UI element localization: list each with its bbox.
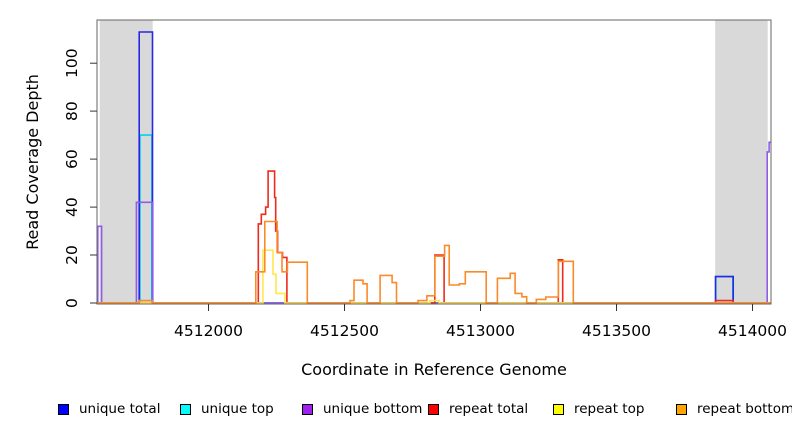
series-unique-bottom-line <box>97 141 771 304</box>
series-layer <box>97 31 771 304</box>
x-tick-label: 4514000 <box>718 322 787 340</box>
x-tick-label: 4513500 <box>582 322 651 340</box>
plot-border <box>96 19 772 305</box>
series-repeat-bottom-line <box>97 220 771 304</box>
y-tick-label: 40 <box>63 197 81 217</box>
masked-region <box>715 20 768 304</box>
masked-regions <box>99 20 768 304</box>
y-axis-title: Read Coverage Depth <box>23 74 42 250</box>
axes: 4512000 4512500 4513000 4513500 4514000 0 20 40… <box>63 48 787 340</box>
masked-region <box>99 20 153 304</box>
x-tick-label: 4512000 <box>174 322 243 340</box>
y-tick-label: 20 <box>63 245 81 265</box>
y-tick-label: 100 <box>63 48 81 78</box>
y-tick-label: 80 <box>63 101 81 121</box>
x-tick-label: 4513000 <box>446 322 515 340</box>
x-tick-label: 4512500 <box>310 322 379 340</box>
y-tick-label: 60 <box>63 149 81 169</box>
x-axis-title: Coordinate in Reference Genome <box>301 360 567 379</box>
y-tick-label: 0 <box>63 298 81 308</box>
